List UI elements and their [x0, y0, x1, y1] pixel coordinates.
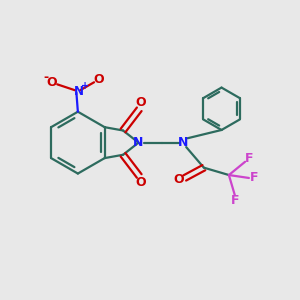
Text: O: O	[173, 173, 184, 186]
Text: F: F	[230, 194, 239, 207]
Text: N: N	[74, 85, 84, 98]
Text: N: N	[178, 136, 188, 149]
Text: O: O	[135, 176, 146, 189]
Text: O: O	[135, 96, 146, 109]
Text: O: O	[94, 73, 104, 86]
Text: -: -	[44, 71, 49, 84]
Text: F: F	[250, 172, 259, 184]
Text: +: +	[81, 81, 89, 91]
Text: N: N	[133, 136, 144, 149]
Text: F: F	[245, 152, 254, 165]
Text: O: O	[46, 76, 57, 89]
